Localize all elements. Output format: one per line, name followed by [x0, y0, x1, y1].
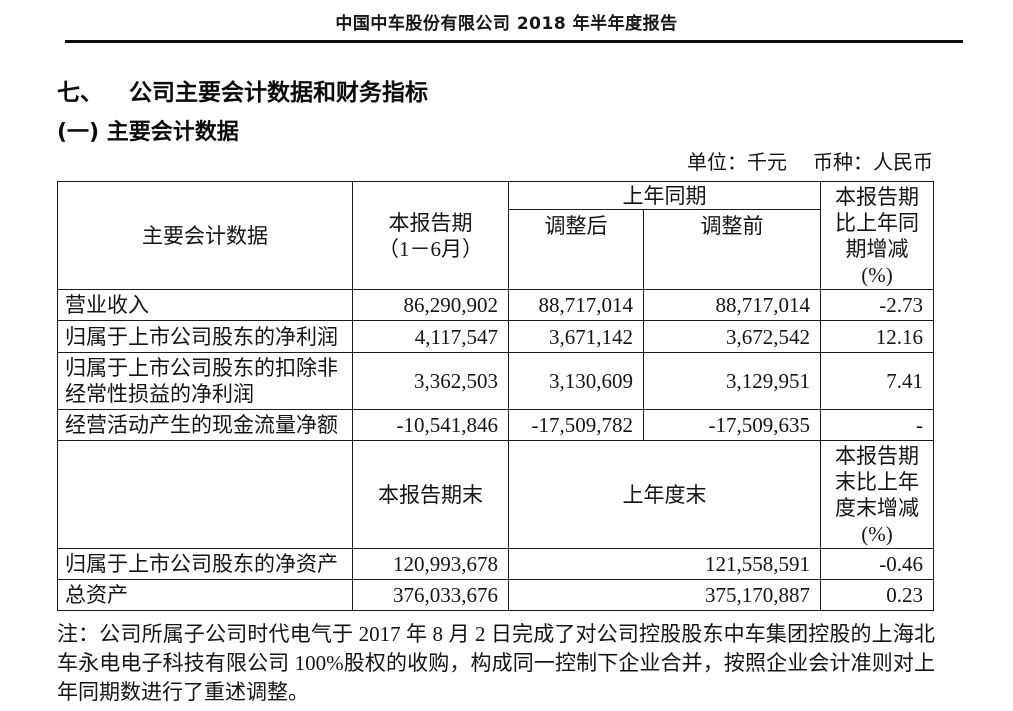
- financial-data-table: 主要会计数据 本报告期 （1－6月） 上年同期 本报告期 比上年同 期增减 (%…: [57, 181, 934, 611]
- table-header-row-3: 本报告期末 上年度末 本报告期 末比上年 度末增减 (%): [57, 440, 934, 549]
- value-cell: 12.16: [820, 320, 934, 353]
- row-label-cell: 经营活动产生的现金流量净额: [57, 409, 353, 441]
- value-cell: 3,130,609: [508, 352, 644, 410]
- col-header-before-adjustment: 调整前: [643, 209, 821, 290]
- unit-label: 单位：千元: [687, 152, 787, 174]
- row-label-cell: 归属于上市公司股东的净利润: [57, 320, 353, 353]
- value-cell: 376,033,676: [352, 579, 509, 611]
- col-header-prior-period-group: 上年同期: [508, 181, 821, 210]
- value-cell: -0.46: [820, 548, 934, 580]
- table-row: 总资产 376,033,676 375,170,887 0.23: [57, 579, 934, 611]
- value-cell: 120,993,678: [352, 548, 509, 580]
- row-label-cell: 总资产: [57, 579, 353, 611]
- section-heading: 七、 公司主要会计数据和财务指标: [57, 79, 1013, 107]
- value-cell: 3,129,951: [643, 352, 821, 410]
- col-header-prior-year-end: 上年度末: [508, 440, 821, 549]
- value-cell: 4,117,547: [352, 320, 509, 353]
- col-header-current-period: 本报告期 （1－6月）: [352, 181, 509, 290]
- table-row: 营业收入 86,290,902 88,717,014 88,717,014 -2…: [57, 289, 934, 321]
- value-cell: 3,362,503: [352, 352, 509, 410]
- value-cell: 0.23: [820, 579, 934, 611]
- col-header-adjusted: 调整后: [508, 209, 644, 290]
- table-row: 经营活动产生的现金流量净额 -10,541,846 -17,509,782 -1…: [57, 409, 934, 441]
- value-cell: 121,558,591: [508, 548, 821, 580]
- col-header-change: 本报告期 比上年同 期增减 (%): [820, 181, 934, 290]
- value-cell: -17,509,782: [508, 409, 644, 441]
- table-row: 归属于上市公司股东的扣除非经常性损益的净利润 3,362,503 3,130,6…: [57, 352, 934, 410]
- value-cell: 7.41: [820, 352, 934, 410]
- footnote: 注：公司所属子公司时代电气于 2017 年 8 月 2 日完成了对公司控股股东中…: [57, 622, 935, 704]
- value-cell: -2.73: [820, 289, 934, 321]
- value-cell: -10,541,846: [352, 409, 509, 441]
- value-cell: 3,671,142: [508, 320, 644, 353]
- table-header-row-1: 主要会计数据 本报告期 （1－6月） 上年同期 本报告期 比上年同 期增减 (%…: [57, 181, 934, 290]
- title-divider: [65, 40, 963, 43]
- section-number: 七、: [57, 80, 103, 106]
- row-label-cell: 归属于上市公司股东的扣除非经常性损益的净利润: [57, 352, 353, 410]
- value-cell: -17,509,635: [643, 409, 821, 441]
- value-cell: 3,672,542: [643, 320, 821, 353]
- table-row: 归属于上市公司股东的净资产 120,993,678 121,558,591 -0…: [57, 548, 934, 580]
- value-cell: 88,717,014: [643, 289, 821, 321]
- value-cell: -: [820, 409, 934, 441]
- value-cell: 88,717,014: [508, 289, 644, 321]
- col-header-change-end: 本报告期 末比上年 度末增减 (%): [820, 440, 934, 549]
- subsection-heading: (一) 主要会计数据: [57, 120, 239, 145]
- value-cell: 86,290,902: [352, 289, 509, 321]
- col-header-current-period-end: 本报告期末: [352, 440, 509, 549]
- table-header-row-2: 调整后 调整前: [58, 209, 934, 290]
- row-label-cell: 营业收入: [57, 289, 353, 321]
- page-title: 中国中车股份有限公司 2018 年半年度报告: [335, 14, 678, 34]
- table-row: 归属于上市公司股东的净利润 4,117,547 3,671,142 3,672,…: [57, 320, 934, 353]
- unit-note: 单位：千元 币种：人民币: [57, 151, 933, 175]
- col-header-main: 主要会计数据: [57, 181, 353, 290]
- currency-label: 币种：人民币: [813, 152, 933, 174]
- section-title: 公司主要会计数据和财务指标: [129, 80, 428, 106]
- row-label-cell: 归属于上市公司股东的净资产: [57, 548, 353, 580]
- empty-header-cell: [57, 440, 353, 549]
- value-cell: 375,170,887: [508, 579, 821, 611]
